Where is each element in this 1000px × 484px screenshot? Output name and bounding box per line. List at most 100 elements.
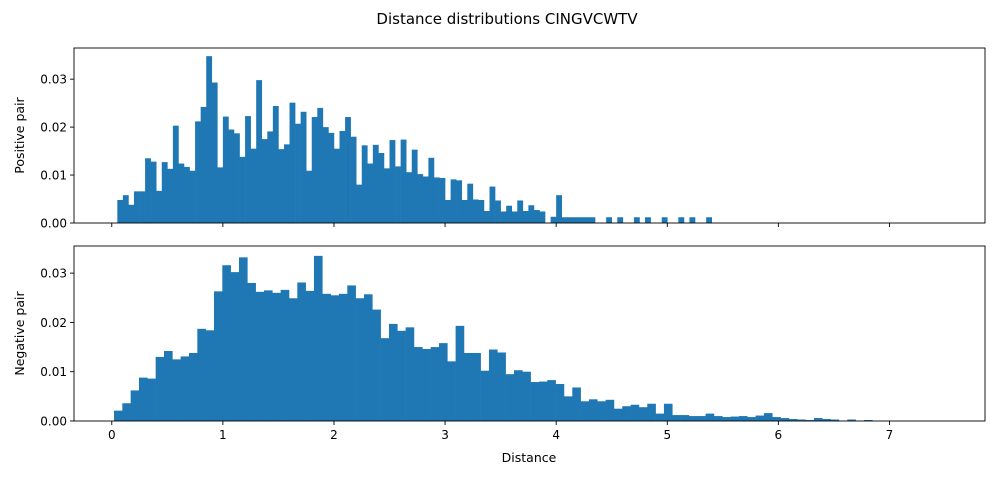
positive-bar — [617, 217, 624, 223]
x-tick-label: 5 — [663, 428, 671, 442]
positive-bar — [422, 176, 429, 223]
negative-bar — [172, 359, 181, 421]
positive-bar — [578, 217, 585, 223]
negative-bar — [747, 417, 756, 421]
negative-bar — [472, 352, 481, 421]
negative-bar — [238, 257, 248, 421]
negative-bar — [813, 418, 823, 421]
negative-bar — [347, 285, 356, 421]
negative-bar — [530, 382, 540, 421]
negative-bar — [830, 419, 840, 421]
negative-y-axis-label: Negative pair — [12, 291, 27, 376]
positive-bar — [317, 107, 324, 223]
negative-bar — [255, 291, 265, 421]
positive-bar — [633, 217, 640, 223]
x-tick-label: 3 — [441, 428, 449, 442]
x-tick-label: 2 — [330, 428, 338, 442]
positive-y-tick-label: 0.00 — [40, 217, 67, 231]
positive-bar — [461, 199, 468, 223]
positive-bar — [489, 186, 496, 223]
negative-bar — [372, 309, 381, 421]
negative-bar — [130, 390, 140, 421]
positive-bar — [589, 217, 596, 223]
positive-bar — [345, 117, 351, 223]
negative-bar — [630, 404, 640, 421]
negative-bar — [705, 413, 715, 421]
positive-bar — [361, 145, 368, 223]
negative-bar — [713, 416, 723, 421]
positive-bar — [572, 217, 579, 223]
positive-bar — [356, 184, 363, 223]
positive-bar — [445, 199, 451, 223]
positive-bar — [500, 211, 507, 223]
negative-bar — [513, 370, 523, 421]
x-tick-label: 0 — [108, 428, 116, 442]
chart-title: Distance distributions CINGVCWTV — [376, 10, 638, 28]
positive-bar — [189, 170, 196, 223]
negative-bar — [280, 289, 290, 421]
negative-bars — [114, 255, 873, 421]
positive-bar — [378, 153, 385, 223]
positive-bar — [472, 199, 479, 223]
negative-bar — [805, 420, 815, 421]
positive-bar — [206, 56, 213, 224]
negative-bar — [288, 298, 298, 421]
positive-bar — [200, 106, 207, 223]
negative-bar — [572, 387, 581, 421]
positive-pair-panel: 0.00 0.01 0.02 0.03 Positive pair — [12, 47, 986, 231]
negative-bar — [380, 338, 390, 421]
positive-bar — [645, 217, 651, 223]
positive-bar — [511, 211, 518, 223]
negative-bar — [247, 282, 256, 421]
negative-bar — [655, 413, 665, 421]
x-tick-label: 1 — [219, 428, 227, 442]
positive-bar — [195, 121, 201, 223]
positive-bar — [706, 217, 712, 223]
x-tick-label: 4 — [552, 428, 560, 442]
positive-bar — [439, 177, 446, 223]
positive-y-axis-label: Positive pair — [12, 96, 27, 173]
negative-bar — [222, 265, 231, 421]
negative-bar — [305, 290, 315, 421]
positive-bar — [406, 172, 413, 223]
negative-bar — [505, 374, 515, 421]
x-axis-label: Distance — [502, 450, 557, 465]
positive-bar — [161, 162, 168, 223]
negative-bar — [363, 294, 373, 421]
negative-y-tick-label: 0.03 — [40, 267, 67, 281]
positive-bar — [456, 180, 463, 223]
positive-bar — [156, 190, 163, 223]
negative-bar — [355, 298, 365, 421]
negative-bar — [163, 351, 173, 421]
negative-bar — [272, 292, 281, 421]
negative-bar — [322, 293, 331, 421]
positive-bar — [283, 144, 290, 223]
positive-bar — [495, 200, 501, 223]
negative-bar — [722, 417, 731, 421]
negative-bar — [213, 291, 223, 421]
positive-bar — [167, 168, 174, 223]
positive-bar — [272, 106, 279, 223]
negative-bar — [155, 356, 165, 421]
negative-bar — [547, 380, 556, 421]
positive-bar — [278, 149, 285, 223]
negative-bar — [413, 347, 423, 421]
positive-bar — [428, 157, 435, 223]
negative-bar — [847, 419, 856, 421]
positive-bar — [133, 191, 140, 223]
positive-bar — [533, 210, 540, 223]
positive-bar — [522, 211, 529, 223]
positive-bar — [172, 125, 179, 223]
positive-bar — [311, 117, 318, 223]
negative-bar — [388, 323, 398, 421]
negative-bar — [688, 416, 698, 421]
positive-bar — [217, 167, 224, 223]
positive-bar — [128, 204, 135, 223]
negative-bar — [622, 406, 631, 421]
positive-bar — [483, 211, 490, 223]
positive-bar — [228, 129, 235, 223]
positive-y-tick-label: 0.01 — [40, 169, 67, 183]
positive-bar — [239, 156, 246, 223]
